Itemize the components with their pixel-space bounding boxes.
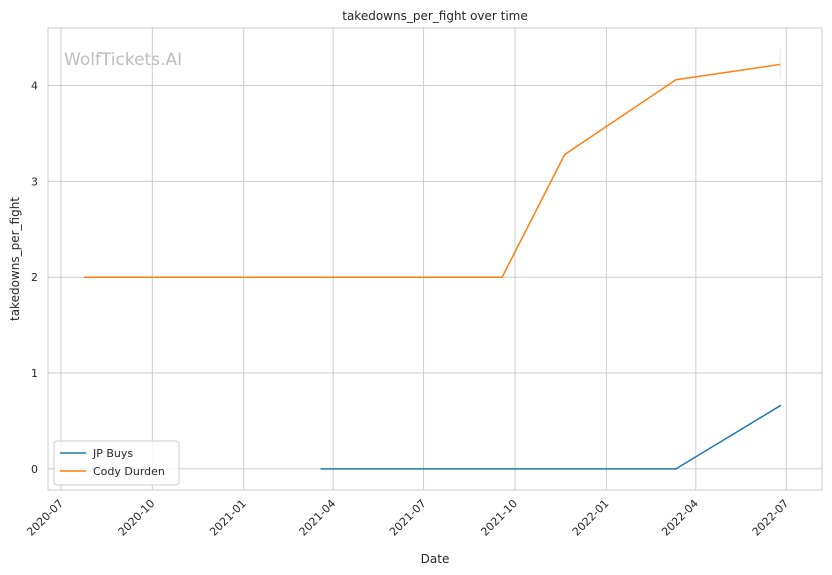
y-tick-label: 1 [31,367,38,380]
legend: JP Buys Cody Durden [53,440,180,486]
x-tick-label: 2022-04 [659,497,701,539]
data-point-jp-buys [779,404,782,407]
y-axis-label: takedowns_per_fight [8,197,22,321]
legend-label-jp-buys: JP Buys [92,447,133,460]
data-point-cody-durden [675,78,677,81]
x-tick-label: 2021-04 [297,497,339,539]
y-tick-label: 0 [31,463,38,476]
y-tick-label: 2 [31,271,38,284]
x-tick-label: 2022-07 [750,497,792,539]
data-point-cody-durden [501,276,503,279]
y-tick-labels: 0 1 2 3 4 [31,80,38,476]
watermark: WolfTickets.AI [64,50,182,70]
legend-box [53,440,180,486]
data-point-jp-buys [320,468,323,470]
x-tick-label: 2021-10 [478,497,520,539]
data-point-cody-durden [83,276,86,279]
x-tick-label: 2022-01 [570,497,612,539]
data-point-jp-buys [675,468,677,470]
x-tick-label: 2020-07 [24,497,66,539]
series-lines [83,48,782,470]
y-tick-label: 3 [31,175,38,188]
x-tick-label: 2021-07 [387,497,429,539]
legend-label-cody-durden: Cody Durden [93,465,165,478]
plot-area [47,27,823,491]
y-tick-label: 4 [31,80,38,93]
x-tick-label: 2021-01 [207,497,249,539]
data-point-cody-durden [563,153,566,156]
x-tick-label: 2020-10 [116,497,158,539]
chart-title: takedowns_per_fight over time [342,9,528,23]
x-axis-label: Date [421,552,450,566]
x-tick-labels: 2020-07 2020-10 2021-01 2021-04 2021-07 2021-… [24,497,791,539]
